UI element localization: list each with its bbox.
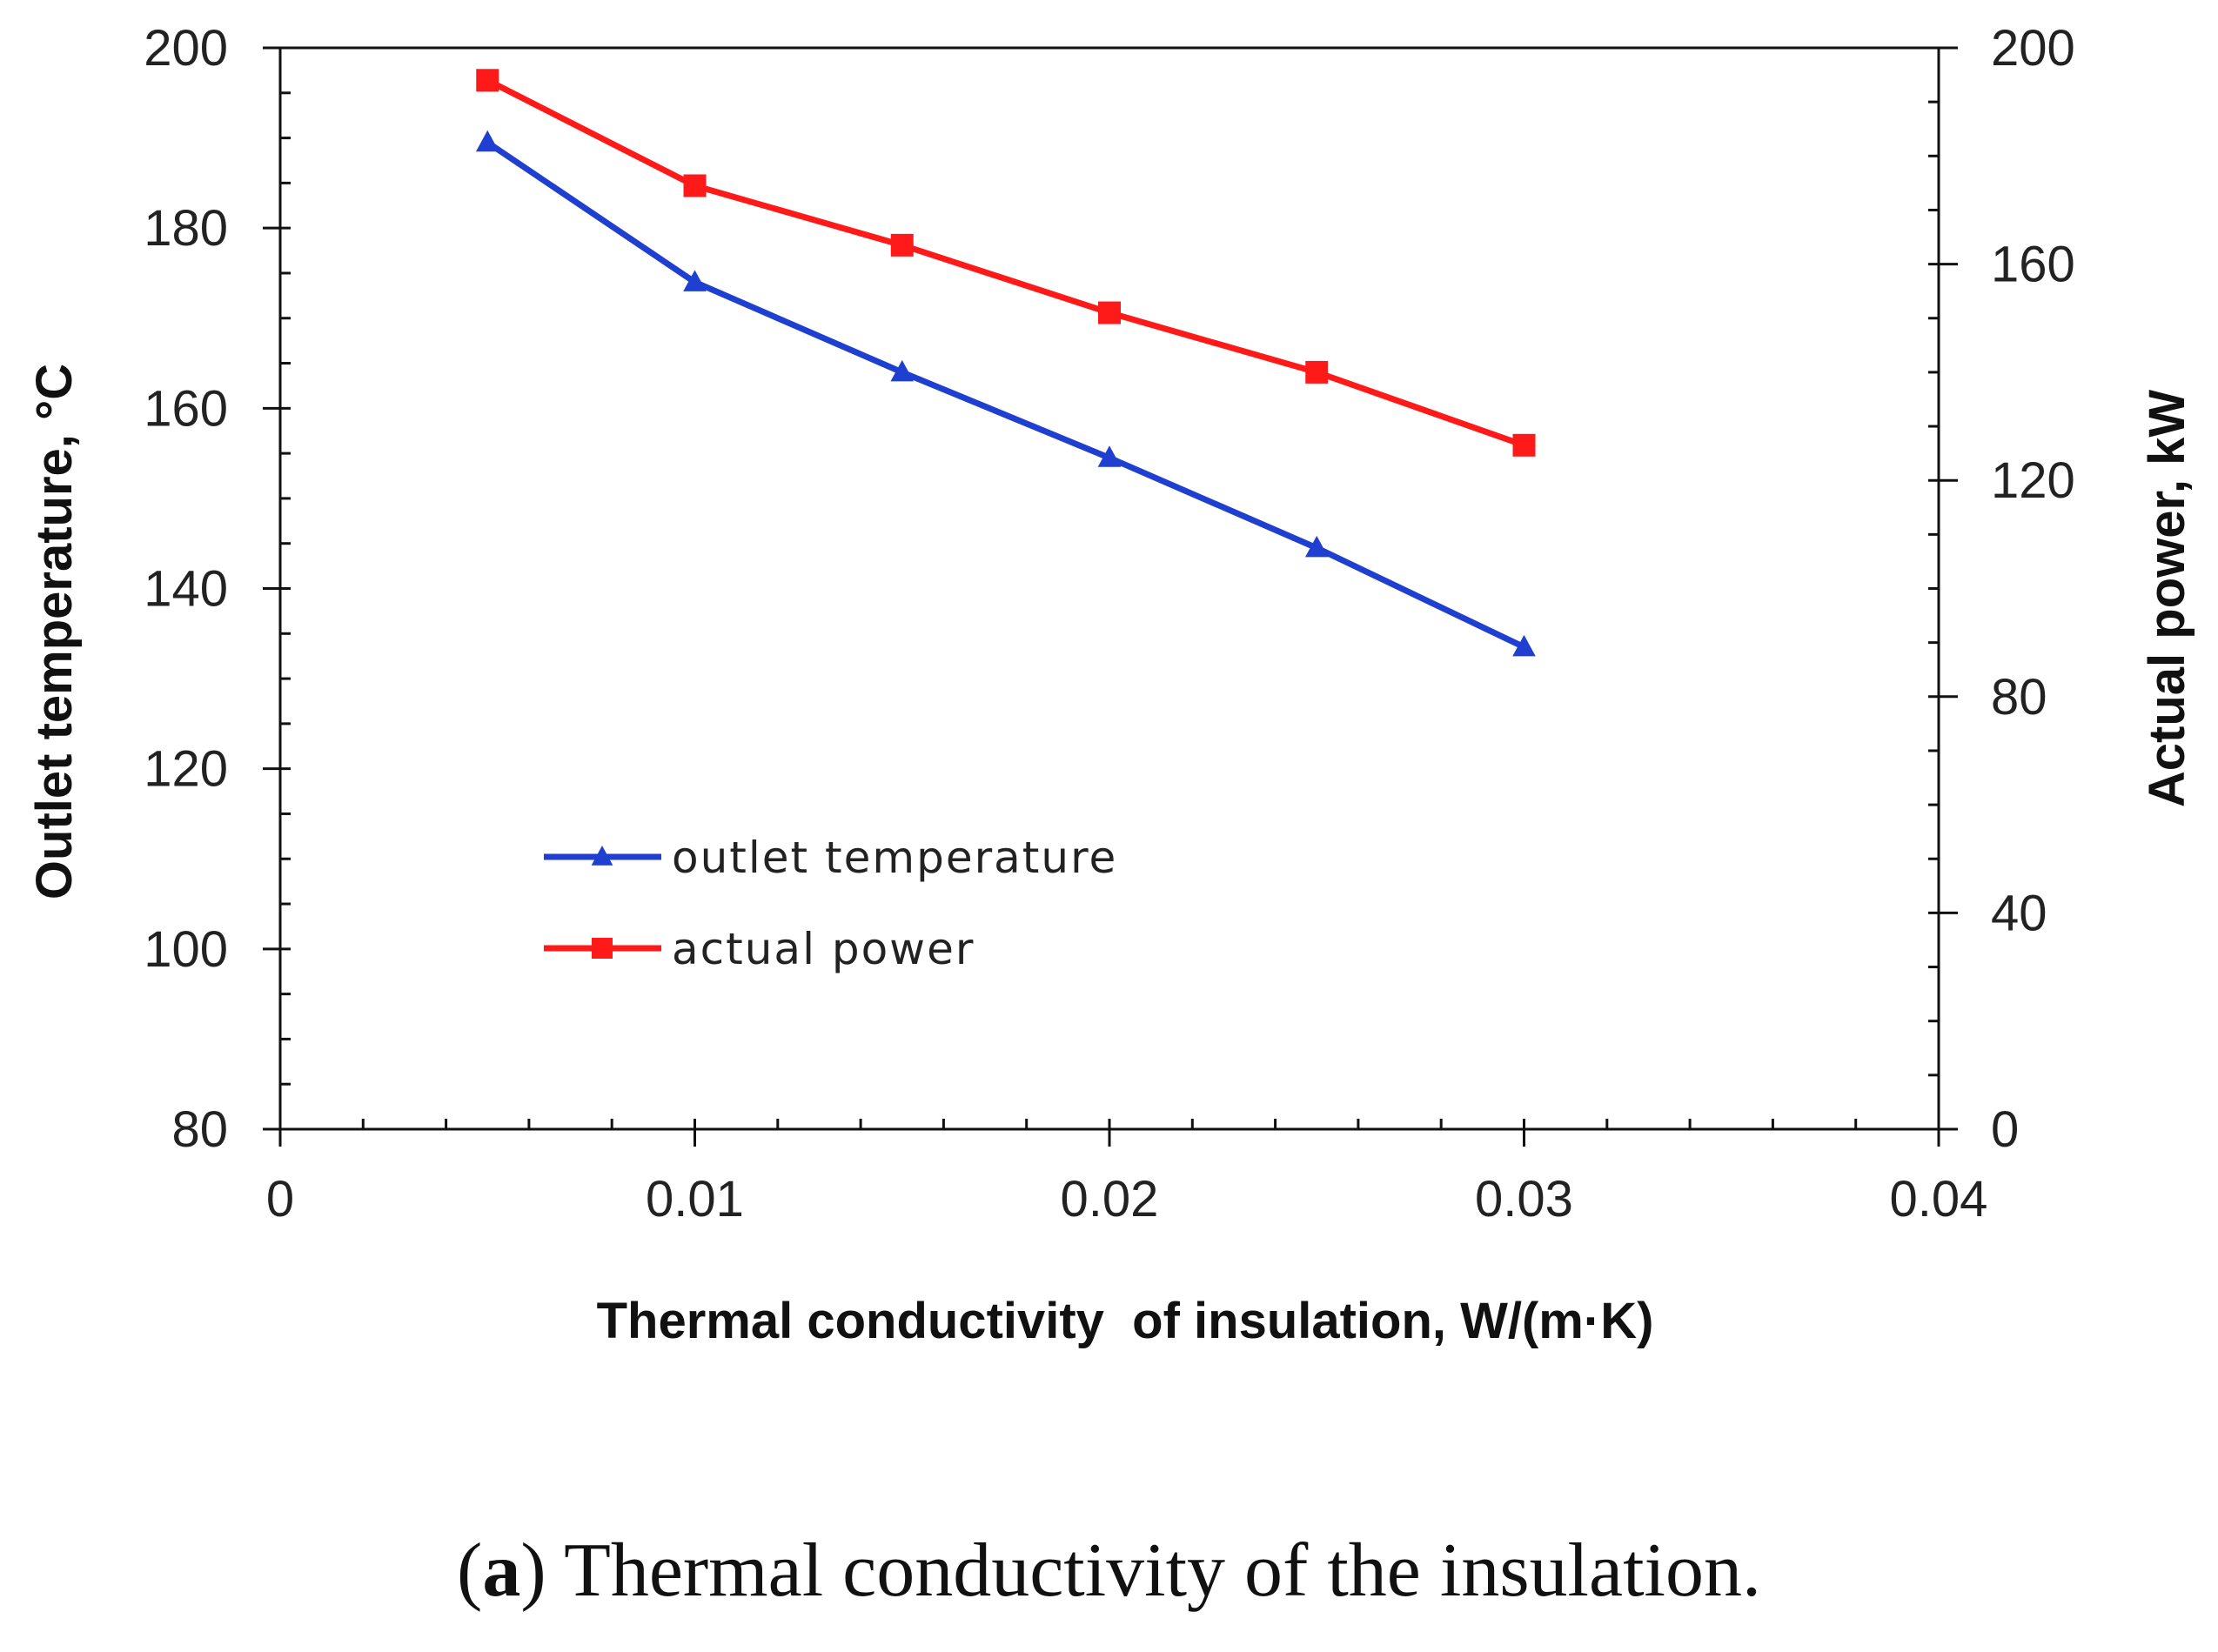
y-tick-label: 120 [144,741,228,798]
legend-label-actual-power: actual power [672,924,975,974]
y2-tick-label: 200 [1991,20,2075,77]
y2-tick-label: 0 [1991,1101,2019,1158]
data-point-outlet-temperature [1097,445,1122,467]
y2-axis-title: Actual power, kW [2139,390,2195,807]
data-point-outlet-temperature [683,270,707,291]
data-point-actual-power [890,233,914,257]
caption-label: a [482,1528,521,1613]
y-tick-label: 160 [144,380,228,437]
data-point-actual-power [683,174,707,197]
y-tick-label: 80 [171,1101,228,1158]
data-point-actual-power [1098,301,1121,324]
legend-label-outlet-temperature: outlet temperature [672,833,1117,883]
y-tick-label: 180 [144,200,228,257]
data-point-actual-power [1305,360,1329,384]
data-point-outlet-temperature [890,359,915,382]
data-point-outlet-temperature [1304,535,1329,558]
legend: outlet temperature actual power [544,833,1117,974]
data-point-actual-power [476,69,499,92]
y-axis-title: Outlet temperature, °C [26,364,83,900]
tick-labels: 80 100 120 140 160 180 200 0 40 80 120 160 200 0 0.01 0… [144,20,2075,1227]
axes [263,46,1958,1147]
caption-text: Thermal conductivity of the insulation. [564,1528,1761,1613]
data-point-actual-power [1512,433,1536,457]
x-tick-label: 0.03 [1475,1171,1573,1227]
y-tick-label: 140 [144,561,228,618]
x-tick-label: 0.04 [1890,1171,1988,1227]
figure-caption: (a) Thermal conductivity of the insulati… [457,1528,1761,1613]
y2-tick-label: 80 [1991,669,2047,726]
x-tick-label: 0 [266,1171,294,1227]
legend-marker-outlet-temperature [591,846,613,866]
y-tick-label: 200 [144,20,228,77]
y2-tick-label: 120 [1991,452,2075,509]
data-point-outlet-temperature [1512,634,1536,657]
y2-tick-label: 160 [1991,237,2075,293]
x-tick-label: 0.02 [1061,1171,1159,1227]
y-tick-label: 100 [144,921,228,978]
x-tick-label: 0.01 [646,1171,744,1227]
x-axis-title: Thermal conductivity of insulation, W/(m… [597,1293,1654,1349]
series-line-actual-power [486,77,1525,449]
y2-tick-label: 40 [1991,885,2047,941]
data-point-outlet-temperature [475,130,499,152]
series-layer [475,69,1536,657]
plot-area-frame [278,46,1940,1131]
series-line-outlet-temperature [486,139,1526,650]
legend-marker-actual-power [592,938,613,959]
